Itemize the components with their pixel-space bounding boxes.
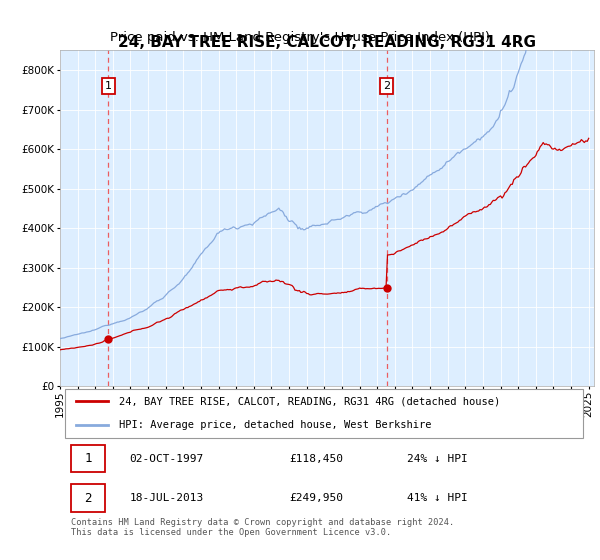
Text: £118,450: £118,450 [290, 454, 344, 464]
FancyBboxPatch shape [71, 484, 106, 512]
Text: 41% ↓ HPI: 41% ↓ HPI [407, 493, 468, 503]
Text: 24% ↓ HPI: 24% ↓ HPI [407, 454, 468, 464]
Text: Price paid vs. HM Land Registry's House Price Index (HPI): Price paid vs. HM Land Registry's House … [110, 31, 490, 44]
FancyBboxPatch shape [65, 389, 583, 438]
Text: 18-JUL-2013: 18-JUL-2013 [130, 493, 203, 503]
Text: 1: 1 [105, 81, 112, 91]
Text: 02-OCT-1997: 02-OCT-1997 [130, 454, 203, 464]
Title: 24, BAY TREE RISE, CALCOT, READING, RG31 4RG: 24, BAY TREE RISE, CALCOT, READING, RG31… [118, 35, 536, 50]
Text: HPI: Average price, detached house, West Berkshire: HPI: Average price, detached house, West… [119, 421, 431, 430]
FancyBboxPatch shape [71, 445, 106, 472]
Text: 24, BAY TREE RISE, CALCOT, READING, RG31 4RG (detached house): 24, BAY TREE RISE, CALCOT, READING, RG31… [119, 396, 500, 407]
Text: 1: 1 [85, 452, 92, 465]
Text: 2: 2 [383, 81, 391, 91]
Text: £249,950: £249,950 [290, 493, 344, 503]
Text: 2: 2 [85, 492, 92, 505]
Text: Contains HM Land Registry data © Crown copyright and database right 2024.
This d: Contains HM Land Registry data © Crown c… [71, 518, 454, 538]
